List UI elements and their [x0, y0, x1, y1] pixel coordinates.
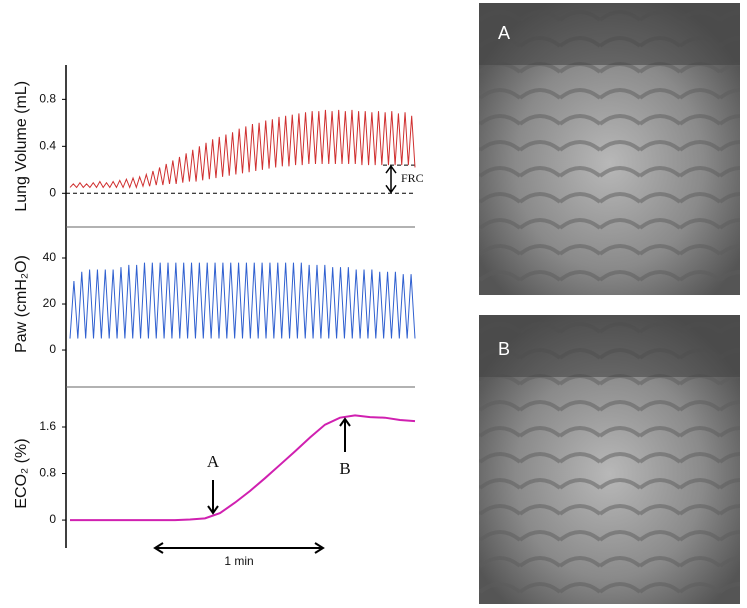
image-label: B: [498, 339, 510, 359]
y-axis-label: Paw (cmH₂O): [13, 255, 30, 353]
y-tick-label: 0.4: [39, 138, 56, 152]
time-arrow: [153, 542, 325, 554]
xray-b: [479, 315, 740, 604]
y-tick-label: 0.8: [39, 466, 56, 480]
y-tick-label: 40: [43, 250, 57, 264]
xray-a: [479, 3, 740, 295]
arrow-b: [339, 417, 351, 452]
trace: [69, 262, 416, 339]
y-tick-label: 0.8: [39, 92, 56, 106]
annotation: B: [339, 459, 350, 478]
frc-arrow: [385, 164, 397, 194]
y-tick-label: 20: [43, 296, 57, 310]
image-label: A: [498, 23, 510, 43]
y-axis-label: ECO₂ (%): [13, 438, 30, 508]
annotation: FRC: [401, 171, 424, 185]
annotation: A: [207, 452, 220, 471]
y-tick-label: 0: [49, 512, 56, 526]
arrow-a: [207, 480, 219, 515]
y-tick-label: 1.6: [39, 419, 56, 433]
y-tick-label: 0: [49, 185, 56, 199]
annotation: 1 min: [224, 554, 253, 568]
y-axis-label: Lung Volume (mL): [13, 81, 30, 212]
trace: [70, 414, 416, 522]
y-tick-label: 0: [49, 342, 56, 356]
trace: [69, 109, 416, 190]
